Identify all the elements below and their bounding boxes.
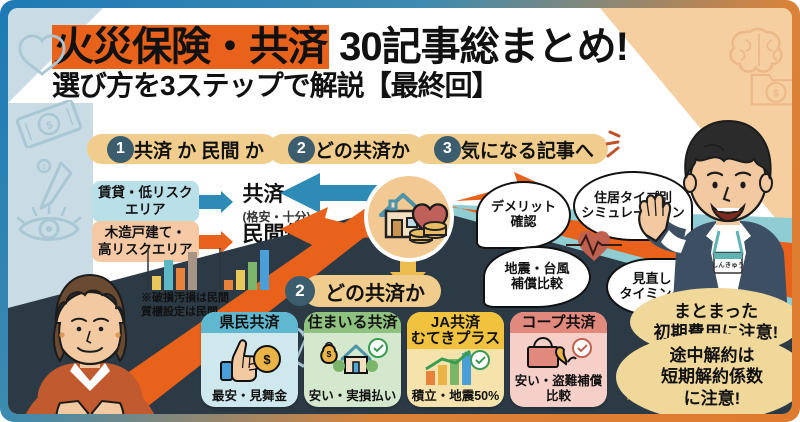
svg-text:しんきゅう: しんきゅう — [712, 260, 745, 269]
svg-text:$: $ — [45, 119, 55, 132]
svg-text:2: 2 — [42, 164, 46, 171]
svg-text:$: $ — [326, 349, 331, 359]
svg-text:$: $ — [263, 352, 271, 367]
svg-text:$: $ — [773, 89, 779, 100]
